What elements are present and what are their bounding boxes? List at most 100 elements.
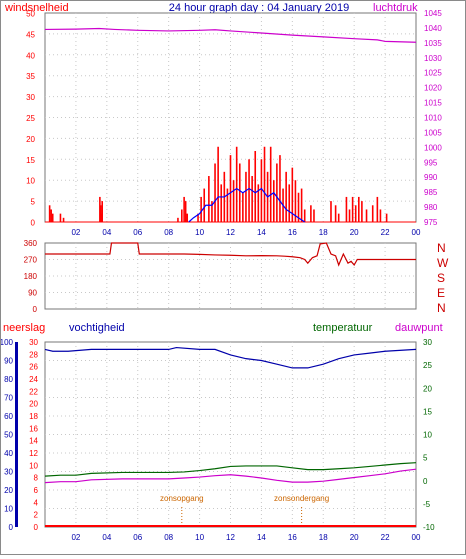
x-tick-label: 22	[381, 228, 390, 237]
temperature-line	[44, 462, 417, 477]
y-tick-label-wind: 5	[31, 198, 36, 207]
y-tick-label-pressure: 975	[424, 218, 438, 227]
y-tick-label-pressure: 1020	[424, 84, 442, 93]
x-tick-label: 10	[195, 533, 204, 542]
wind-secondary-line	[188, 187, 306, 223]
y-tick-label-humidity: 80	[4, 375, 13, 384]
y-tick-label-direction: 360	[24, 239, 38, 248]
y-tick-label-rain: 8	[34, 474, 39, 483]
y-tick-label-pressure: 1025	[424, 69, 442, 78]
y-tick-label-humidity: 30	[4, 468, 13, 477]
chart-title: 24 hour graph day : 04 January 2019	[169, 2, 349, 14]
x-tick-label: 20	[350, 228, 359, 237]
x-tick-label: 04	[102, 533, 111, 542]
y-tick-label-pressure: 1005	[424, 128, 442, 137]
y-tick-label-wind: 30	[26, 93, 35, 102]
y-tick-label-wind: 20	[26, 135, 35, 144]
y-tick-label-temperature: 5	[423, 454, 428, 463]
y-tick-label-direction: 270	[24, 256, 38, 265]
y-tick-label-pressure: 1030	[424, 54, 442, 63]
pressure-line	[44, 27, 417, 43]
y-tick-label-rain: 12	[29, 449, 38, 458]
y-tick-label-temperature: -10	[423, 523, 435, 532]
x-tick-label: 04	[102, 228, 111, 237]
y-tick-label-pressure: 1045	[424, 9, 442, 18]
y-tick-label-rain: 0	[34, 523, 39, 532]
y-tick-label-pressure: 1000	[424, 143, 442, 152]
sun-event-label: zonsopgang	[160, 494, 204, 503]
humidity-label: vochtigheid	[69, 322, 125, 334]
x-tick-label: 20	[350, 533, 359, 542]
y-tick-label-wind: 45	[26, 30, 35, 39]
compass-label: N	[437, 301, 446, 315]
x-tick-label: 18	[319, 228, 328, 237]
y-tick-label-pressure: 1040	[424, 24, 442, 33]
compass-label: E	[437, 286, 445, 300]
y-tick-label-rain: 28	[29, 350, 38, 359]
wind-speed-label: windsnelheid	[4, 2, 69, 14]
x-tick-label: 00	[412, 533, 421, 542]
y-tick-label-humidity: 40	[4, 449, 13, 458]
y-tick-label-rain: 30	[29, 338, 38, 347]
y-tick-label-humidity: 90	[4, 357, 13, 366]
rain-label: neerslag	[3, 322, 45, 334]
x-tick-label: 16	[288, 533, 297, 542]
x-tick-label: 14	[257, 228, 266, 237]
y-tick-label-temperature: -5	[423, 500, 431, 509]
x-tick-label: 12	[226, 533, 235, 542]
y-tick-label-wind: 35	[26, 72, 35, 81]
y-tick-label-rain: 22	[29, 387, 38, 396]
y-tick-label-temperature: 30	[423, 338, 432, 347]
y-tick-label-direction: 0	[33, 305, 38, 314]
pressure-label: luchtdruk	[373, 2, 418, 14]
x-tick-label: 10	[195, 228, 204, 237]
x-tick-label: 12	[226, 228, 235, 237]
y-tick-label-temperature: 0	[423, 477, 428, 486]
y-tick-label-humidity: 100	[1, 338, 14, 347]
y-tick-label-wind: 15	[26, 156, 35, 165]
y-tick-label-rain: 16	[29, 424, 38, 433]
y-tick-label-temperature: 15	[423, 407, 432, 416]
y-tick-label-wind: 25	[26, 114, 35, 123]
y-tick-label-temperature: 20	[423, 384, 432, 393]
y-tick-label-wind: 0	[31, 219, 36, 228]
y-tick-label-temperature: 25	[423, 361, 432, 370]
compass-label: S	[437, 271, 445, 285]
y-tick-label-pressure: 995	[424, 158, 438, 167]
y-tick-label-humidity: 50	[4, 431, 13, 440]
y-tick-label-rain: 2	[34, 511, 39, 520]
sun-event-label: zonsondergang	[274, 494, 329, 503]
x-tick-label: 02	[71, 228, 80, 237]
humidity-line	[44, 346, 417, 369]
x-tick-label: 08	[164, 533, 173, 542]
y-tick-label-rain: 24	[29, 375, 38, 384]
y-tick-label-pressure: 1035	[424, 39, 442, 48]
temperature-label: temperatuur	[313, 322, 373, 334]
y-tick-label-rain: 18	[29, 412, 38, 421]
y-tick-label-direction: 90	[28, 289, 37, 298]
x-tick-label: 06	[133, 228, 142, 237]
y-tick-label-rain: 10	[29, 461, 38, 470]
y-tick-label-rain: 26	[29, 363, 38, 372]
x-tick-label: 08	[164, 228, 173, 237]
x-tick-label: 16	[288, 228, 297, 237]
y-tick-label-humidity: 60	[4, 412, 13, 421]
y-tick-label-wind: 10	[26, 177, 35, 186]
y-tick-label-rain: 4	[34, 498, 39, 507]
y-tick-label-rain: 14	[29, 437, 38, 446]
x-tick-label: 14	[257, 533, 266, 542]
compass-label: N	[437, 241, 446, 255]
y-tick-label-temperature: 10	[423, 431, 432, 440]
y-tick-label-rain: 6	[34, 486, 39, 495]
dewpoint-line	[44, 468, 417, 484]
compass-label: W	[437, 256, 449, 270]
y-tick-label-humidity: 10	[4, 505, 13, 514]
y-tick-label-pressure: 990	[424, 173, 438, 182]
y-tick-label-wind: 40	[26, 51, 35, 60]
wind-direction-line	[45, 242, 416, 267]
y-tick-label-direction: 180	[24, 272, 38, 281]
y-tick-label-humidity: 70	[4, 394, 13, 403]
y-tick-label-rain: 20	[29, 400, 38, 409]
